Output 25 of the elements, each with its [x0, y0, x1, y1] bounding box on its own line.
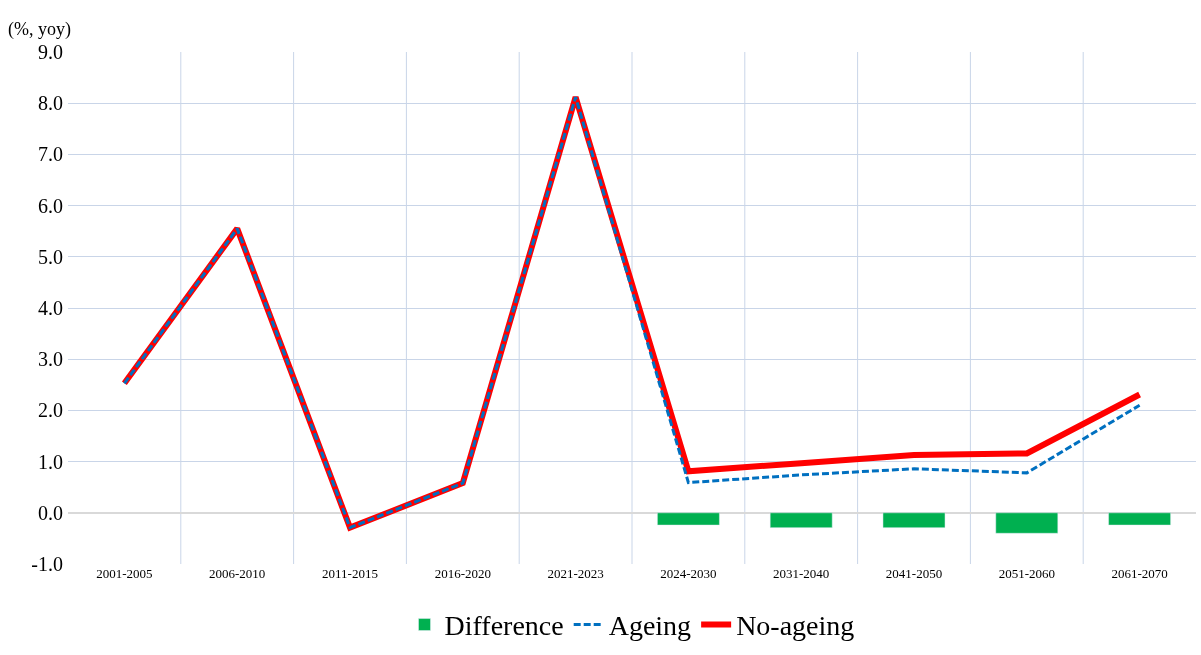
- x-tick-label: 2021-2023: [547, 566, 604, 581]
- x-tick-label: 2006-2010: [209, 566, 266, 581]
- legend-label: Difference: [444, 610, 564, 642]
- legend-label: Ageing: [608, 610, 692, 642]
- x-tick-label: 2016-2020: [434, 566, 491, 581]
- y-tick-label: 9.0: [38, 41, 63, 63]
- y-tick-label: 3.0: [38, 348, 63, 371]
- x-tick-label: 2041-2050: [885, 566, 943, 581]
- x-tick-label: 2051-2060: [998, 566, 1055, 581]
- legend-label: No-ageing: [736, 610, 855, 642]
- y-tick-label: 6.0: [38, 194, 63, 217]
- x-tick-label: 2001-2005: [96, 566, 153, 581]
- x-tick-label: 2031-2040: [773, 566, 830, 581]
- text: (%, yoy): [8, 19, 71, 40]
- y-tick-label: 4.0: [38, 297, 63, 319]
- x-tick-label: 2024-2030: [660, 566, 717, 581]
- y-tick-label: 5.0: [38, 245, 63, 268]
- y-tick-label: -1.0: [31, 553, 63, 575]
- y-tick-label: 0.0: [38, 501, 63, 524]
- y-tick-label: 7.0: [38, 143, 63, 166]
- x-tick-label: 2011-2015: [322, 566, 378, 581]
- y-tick-label: 8.0: [38, 92, 63, 115]
- y-tick-label: 2.0: [38, 399, 63, 422]
- x-tick-label: 2061-2070: [1111, 566, 1168, 581]
- y-tick-label: 1.0: [38, 450, 63, 473]
